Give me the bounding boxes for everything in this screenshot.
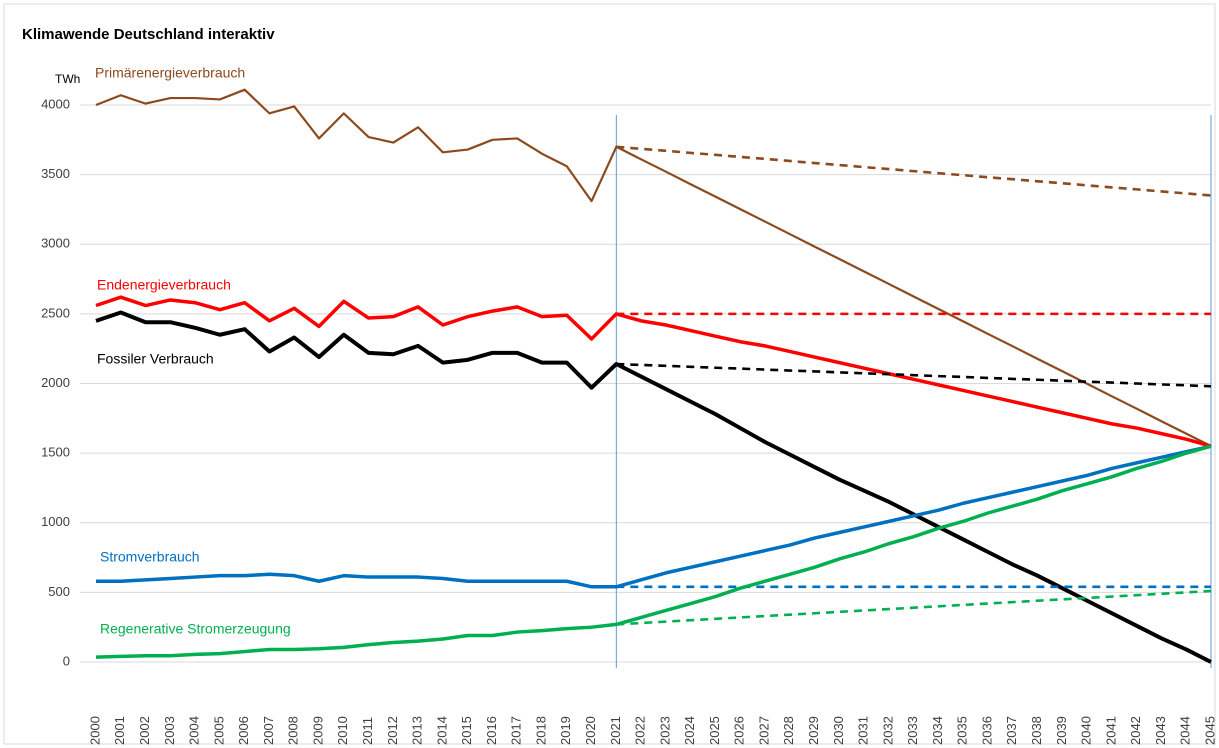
series-label: Endenergieverbrauch [97, 277, 231, 293]
x-tick-label: 2040 [1079, 716, 1094, 745]
x-tick-label: 2000 [87, 716, 102, 745]
y-tick-label: 0 [63, 653, 70, 668]
series-label: Primärenergieverbrauch [95, 65, 245, 81]
x-tick-label: 2025 [707, 716, 722, 745]
chart-frame [3, 3, 1216, 745]
x-tick-label: 2020 [583, 716, 598, 745]
x-tick-label: 2034 [930, 716, 945, 745]
projection-line [616, 145, 1212, 197]
y-tick-label: 3000 [41, 236, 70, 251]
x-tick-label: 2022 [633, 716, 648, 745]
x-tick-label: 2003 [162, 716, 177, 745]
y-tick-label: 4000 [41, 96, 70, 111]
y-tick-label: 1000 [41, 514, 70, 529]
x-tick-label: 2032 [880, 716, 895, 745]
x-tick-label: 2026 [732, 716, 747, 745]
x-tick-label: 2015 [459, 716, 474, 745]
series-line [96, 444, 1212, 589]
series-line [95, 88, 1212, 448]
x-tick-label: 2044 [1178, 716, 1193, 745]
x-tick-label: 2017 [509, 716, 524, 745]
projection-line [616, 589, 1212, 626]
y-tick-label: 500 [48, 584, 70, 599]
x-tick-label: 2028 [781, 716, 796, 745]
x-tick-label: 2038 [1029, 716, 1044, 745]
x-tick-label: 2030 [831, 716, 846, 745]
x-tick-label: 2037 [1004, 716, 1019, 745]
series-line [95, 444, 1212, 659]
series-label: Regenerative Stromerzeugung [100, 621, 291, 637]
projection-line [616, 362, 1212, 388]
x-tick-label: 2008 [286, 716, 301, 745]
x-tick-label: 2043 [1153, 716, 1168, 745]
x-tick-label: 2039 [1054, 716, 1069, 745]
x-tick-label: 2016 [484, 716, 499, 745]
x-tick-label: 2007 [261, 716, 276, 745]
x-tick-label: 2009 [310, 716, 325, 745]
x-tick-label: 2042 [1128, 716, 1143, 745]
x-tick-label: 2014 [434, 716, 449, 745]
x-tick-label: 2013 [410, 716, 425, 745]
x-tick-label: 2021 [608, 716, 623, 745]
x-tick-label: 2002 [137, 716, 152, 745]
x-tick-label: 2004 [187, 716, 202, 745]
x-tick-label: 2033 [905, 716, 920, 745]
x-tick-label: 2019 [558, 716, 573, 745]
x-tick-label: 2029 [806, 716, 821, 745]
x-tick-label: 2005 [211, 716, 226, 745]
series-label: Fossiler Verbrauch [97, 351, 214, 367]
y-tick-label: 2000 [41, 375, 70, 390]
y-tick-label: 1500 [41, 445, 70, 460]
y-axis-label: TWh [55, 72, 80, 86]
x-tick-label: 2024 [682, 716, 697, 745]
x-tick-label: 2012 [385, 716, 400, 745]
series-line [95, 310, 1212, 664]
x-tick-label: 2006 [236, 716, 251, 745]
x-tick-label: 2045 [1202, 716, 1217, 745]
y-tick-label: 3500 [41, 166, 70, 181]
x-tick-label: 2027 [756, 716, 771, 745]
x-tick-label: 2001 [112, 716, 127, 745]
x-tick-label: 2041 [1103, 716, 1118, 745]
series-line [95, 295, 1212, 448]
series-label: Stromverbrauch [100, 549, 200, 565]
chart-title: Klimawende Deutschland interaktiv [22, 26, 275, 43]
x-tick-label: 2011 [360, 717, 375, 745]
x-tick-label: 2023 [657, 716, 672, 745]
x-tick-label: 2018 [533, 716, 548, 745]
x-tick-label: 2010 [335, 716, 350, 745]
y-tick-label: 2500 [41, 305, 70, 320]
x-tick-label: 2031 [856, 716, 871, 745]
x-tick-label: 2036 [979, 716, 994, 745]
x-tick-label: 2035 [955, 716, 970, 745]
